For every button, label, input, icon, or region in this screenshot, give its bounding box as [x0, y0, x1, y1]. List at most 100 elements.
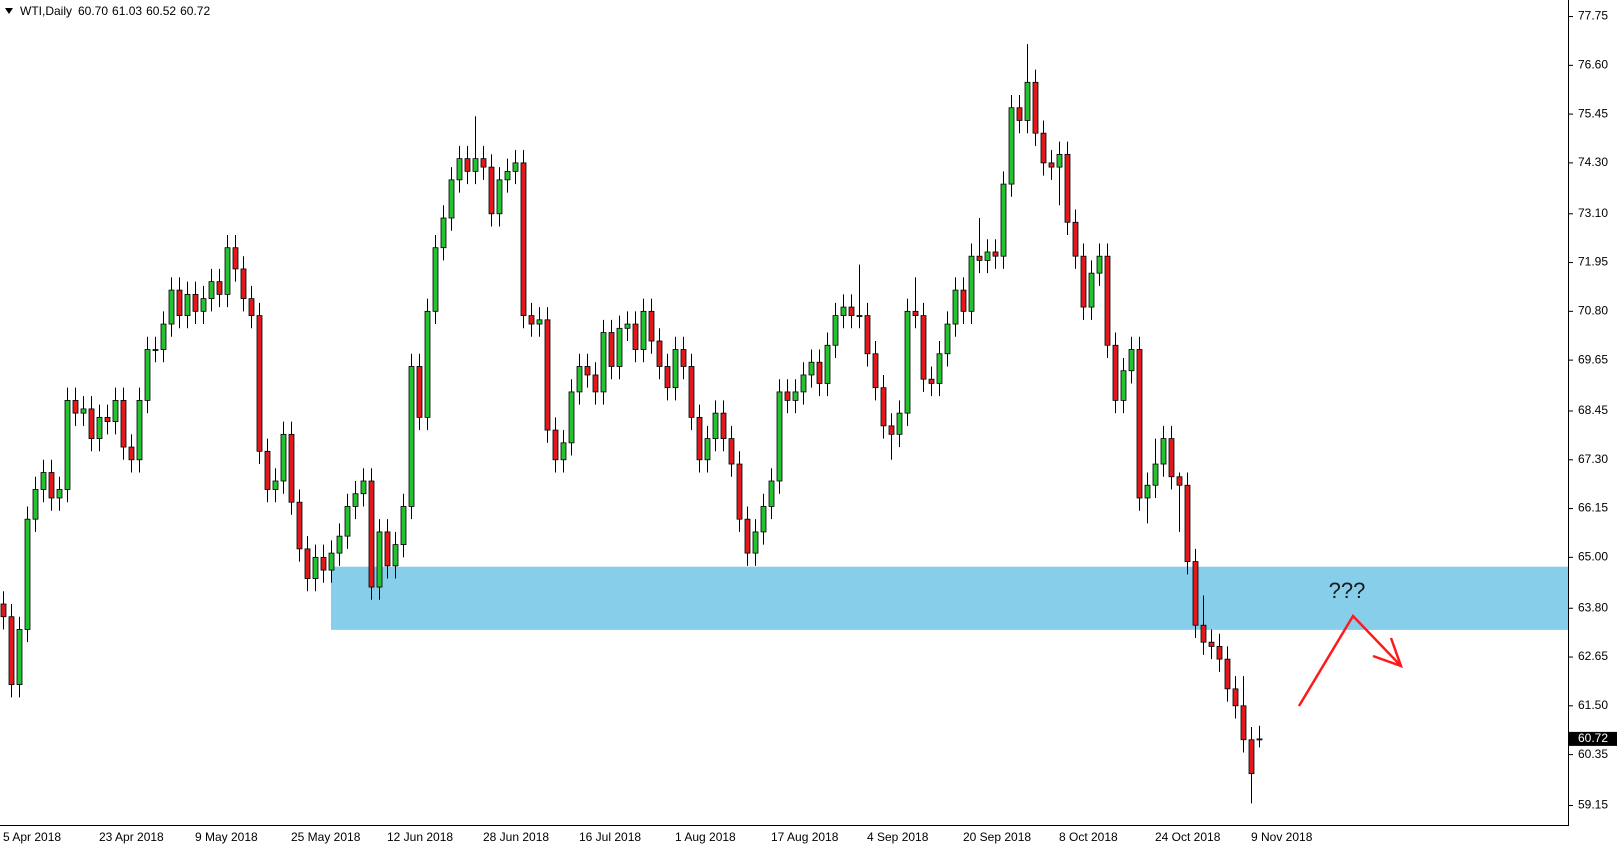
- candle-body: [264, 450, 271, 490]
- candle-body: [784, 391, 791, 401]
- candle-body: [936, 353, 943, 384]
- x-tick-label: 9 Nov 2018: [1251, 830, 1313, 844]
- candle-body: [440, 217, 447, 249]
- candle-body: [1024, 81, 1031, 121]
- candle-body: [624, 323, 631, 329]
- candle-body: [1120, 370, 1127, 401]
- candle-body: [656, 340, 663, 367]
- candle-body: [128, 446, 135, 461]
- candle-body: [792, 391, 799, 401]
- y-tick-label: 74.30: [1578, 155, 1608, 169]
- candle-body: [376, 531, 383, 588]
- candle-body: [1080, 255, 1087, 308]
- candle-body: [1232, 688, 1239, 707]
- annotation: ???: [1329, 578, 1366, 603]
- menu-triangle[interactable]: [5, 8, 13, 14]
- candle-body: [752, 531, 759, 554]
- y-tick-label: 59.15: [1578, 798, 1608, 812]
- last-price-label: 60.72: [1578, 731, 1608, 745]
- y-tick-label: 76.60: [1578, 57, 1608, 71]
- candle-body: [960, 289, 967, 312]
- candle-body: [1128, 349, 1135, 372]
- candle-body: [96, 416, 103, 439]
- candle-body: [576, 366, 583, 393]
- ohlc-low: 60.52: [146, 4, 176, 18]
- y-tick-label: 71.95: [1578, 255, 1608, 269]
- y-tick-label: 67.30: [1578, 452, 1608, 466]
- candle-body: [184, 293, 191, 316]
- candle-body: [664, 366, 671, 389]
- y-tick-label: 73.10: [1578, 206, 1608, 220]
- candle-body: [280, 433, 287, 482]
- candle-body: [80, 408, 87, 414]
- y-tick-label: 60.35: [1578, 747, 1608, 761]
- candle-body: [880, 387, 887, 427]
- candle-body: [728, 438, 735, 465]
- candle-body: [232, 247, 239, 270]
- candle-body: [312, 556, 319, 579]
- candle-body: [568, 391, 575, 444]
- candle-body: [336, 535, 343, 554]
- y-tick-label: 63.80: [1578, 600, 1608, 614]
- candle-body: [824, 344, 831, 384]
- candle-body: [424, 310, 431, 418]
- candle-body: [400, 506, 407, 546]
- candle-body: [640, 310, 647, 350]
- candle-body: [168, 289, 175, 325]
- arrow-line: [1297, 613, 1402, 707]
- candle-body: [1064, 153, 1071, 223]
- ohlc-open: 60.70: [78, 4, 108, 18]
- candle-body: [1072, 221, 1079, 257]
- ohlc-high: 61.03: [112, 4, 142, 18]
- x-tick-label: 1 Aug 2018: [675, 830, 736, 844]
- candle-body: [1240, 705, 1247, 741]
- candle-body: [384, 531, 391, 567]
- candle-body: [136, 400, 143, 461]
- candle-body: [176, 289, 183, 316]
- candle-body: [1192, 561, 1199, 626]
- candle-body: [48, 472, 55, 499]
- candle-body: [944, 323, 951, 355]
- candle-body: [352, 493, 359, 507]
- candle-body: [192, 293, 199, 312]
- candle-body: [200, 298, 207, 312]
- candle-body: [320, 556, 327, 571]
- candle-body: [776, 391, 783, 482]
- candle-body: [120, 400, 127, 448]
- y-tick-label: 70.80: [1578, 304, 1608, 318]
- ohlc-close: 60.72: [180, 4, 210, 18]
- candle-body: [760, 506, 767, 533]
- candle-body: [552, 429, 559, 461]
- candle-body: [592, 374, 599, 393]
- candle-body: [616, 327, 623, 367]
- candle-body: [24, 518, 31, 630]
- candle-body: [1168, 438, 1175, 478]
- candle-body: [1248, 739, 1255, 775]
- candle-body: [296, 501, 303, 550]
- candle-body: [1152, 463, 1159, 486]
- candle-body: [496, 179, 503, 215]
- candle-body: [1048, 162, 1055, 168]
- candle-body: [920, 315, 927, 380]
- candle-body: [520, 162, 527, 316]
- candle-body: [896, 412, 903, 435]
- candle-body: [344, 506, 351, 537]
- candle-body: [968, 255, 975, 312]
- x-tick-label: 9 May 2018: [195, 830, 258, 844]
- candle-body: [1256, 738, 1263, 741]
- candle-body: [16, 629, 23, 686]
- candle-body: [712, 412, 719, 439]
- candle-body: [208, 281, 215, 300]
- candle-body: [240, 268, 247, 300]
- candle-body: [808, 361, 815, 376]
- y-tick-label: 62.65: [1578, 649, 1608, 663]
- candle-body: [32, 489, 39, 520]
- candle-body: [1000, 183, 1007, 257]
- candle-body: [1040, 132, 1047, 164]
- candle-body: [488, 166, 495, 215]
- candle-body: [800, 374, 807, 393]
- candle-body: [104, 416, 111, 423]
- candle-body: [1016, 107, 1023, 121]
- candle-body: [1096, 255, 1103, 274]
